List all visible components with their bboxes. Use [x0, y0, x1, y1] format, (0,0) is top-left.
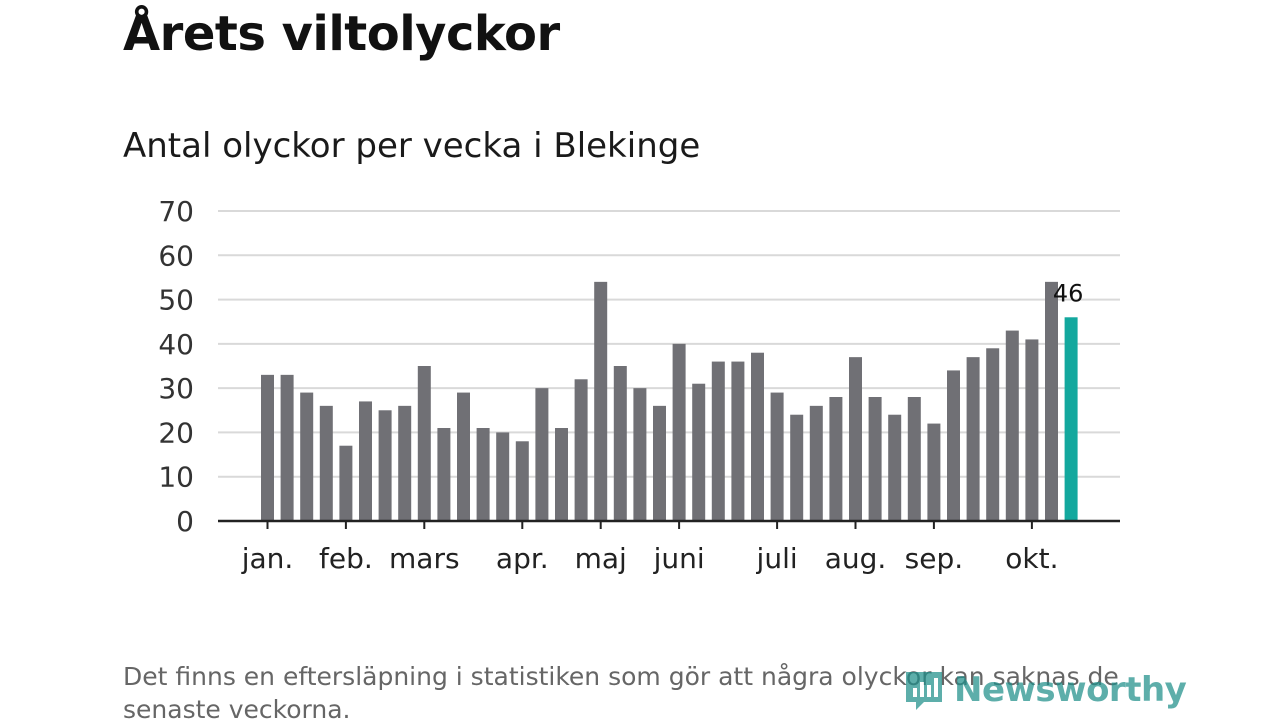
bar: [672, 343, 686, 521]
bar: [457, 392, 470, 521]
y-tick-label: 70: [158, 195, 194, 228]
footnote: Det finns en eftersläpning i statistiken…: [123, 662, 1119, 724]
x-tick-label: feb.: [319, 542, 373, 575]
x-tick-label: apr.: [496, 542, 549, 575]
y-tick-label: 30: [158, 372, 194, 405]
bar: [476, 428, 490, 521]
bar: [613, 366, 627, 521]
x-tick-label: juli: [756, 542, 798, 575]
bar: [829, 397, 843, 521]
bar: [515, 441, 529, 521]
bar: [359, 401, 372, 521]
x-axis-labels: jan. feb. mars apr. maj juni juli aug. sep. okt.: [241, 521, 1059, 575]
newsworthy-logo-text: Newsworthy: [954, 670, 1187, 710]
newsworthy-logo: Newsworthy: [902, 668, 1187, 712]
bar: [907, 397, 921, 521]
bar: [535, 388, 549, 521]
bar: [437, 428, 451, 521]
bar: [986, 348, 1000, 521]
bar-highlight: [1064, 317, 1078, 521]
bar: [300, 392, 314, 521]
bar: [888, 414, 902, 521]
annotations: 46: [1053, 279, 1084, 307]
y-tick-label: 10: [158, 461, 194, 494]
bar: [653, 405, 666, 521]
bar: [398, 405, 412, 521]
y-axis-ticks: 0 10 20 30 40 50 60 70: [158, 195, 194, 538]
y-tick-label: 40: [158, 328, 194, 361]
y-tick-label: 0: [176, 505, 194, 538]
bar: [966, 357, 980, 521]
bar: [809, 405, 823, 521]
bar: [711, 361, 725, 521]
x-tick-label: jan.: [241, 542, 294, 575]
gridlines: [218, 210, 1120, 478]
y-tick-label: 50: [158, 284, 194, 317]
bar: [692, 383, 706, 521]
bar: [319, 405, 333, 521]
chart-title: Årets viltolyckor: [123, 6, 560, 62]
x-tick-label: maj: [575, 542, 627, 575]
bar: [770, 392, 784, 521]
bar: [261, 374, 274, 521]
bar: [555, 428, 568, 521]
bar: [594, 281, 608, 521]
bar: [751, 352, 764, 521]
bar: [927, 423, 941, 521]
bar: [574, 379, 588, 521]
bar: [417, 366, 431, 521]
newsworthy-logo-icon: [906, 672, 942, 710]
bar: [378, 410, 392, 521]
x-tick-label: aug.: [825, 542, 887, 575]
bar: [1025, 339, 1039, 521]
bar: [790, 414, 804, 521]
bar: [496, 432, 510, 521]
x-tick-label: mars: [389, 542, 460, 575]
bar: [731, 361, 745, 521]
chart-subtitle: Antal olyckor per vecka i Blekinge: [123, 126, 701, 166]
bar: [1005, 330, 1019, 521]
x-tick-label: okt.: [1005, 542, 1058, 575]
bar: [868, 397, 882, 521]
highlight-value-label: 46: [1053, 279, 1084, 307]
x-tick-label: juni: [653, 542, 705, 575]
y-tick-label: 60: [158, 239, 194, 272]
bar: [1045, 281, 1058, 521]
bar: [849, 357, 862, 521]
bar: [633, 388, 647, 521]
bar: [339, 445, 353, 521]
bars: [261, 281, 1078, 521]
x-tick-label: sep.: [905, 542, 964, 575]
bar: [280, 374, 294, 521]
y-tick-label: 20: [158, 416, 194, 449]
bar: [947, 370, 960, 521]
